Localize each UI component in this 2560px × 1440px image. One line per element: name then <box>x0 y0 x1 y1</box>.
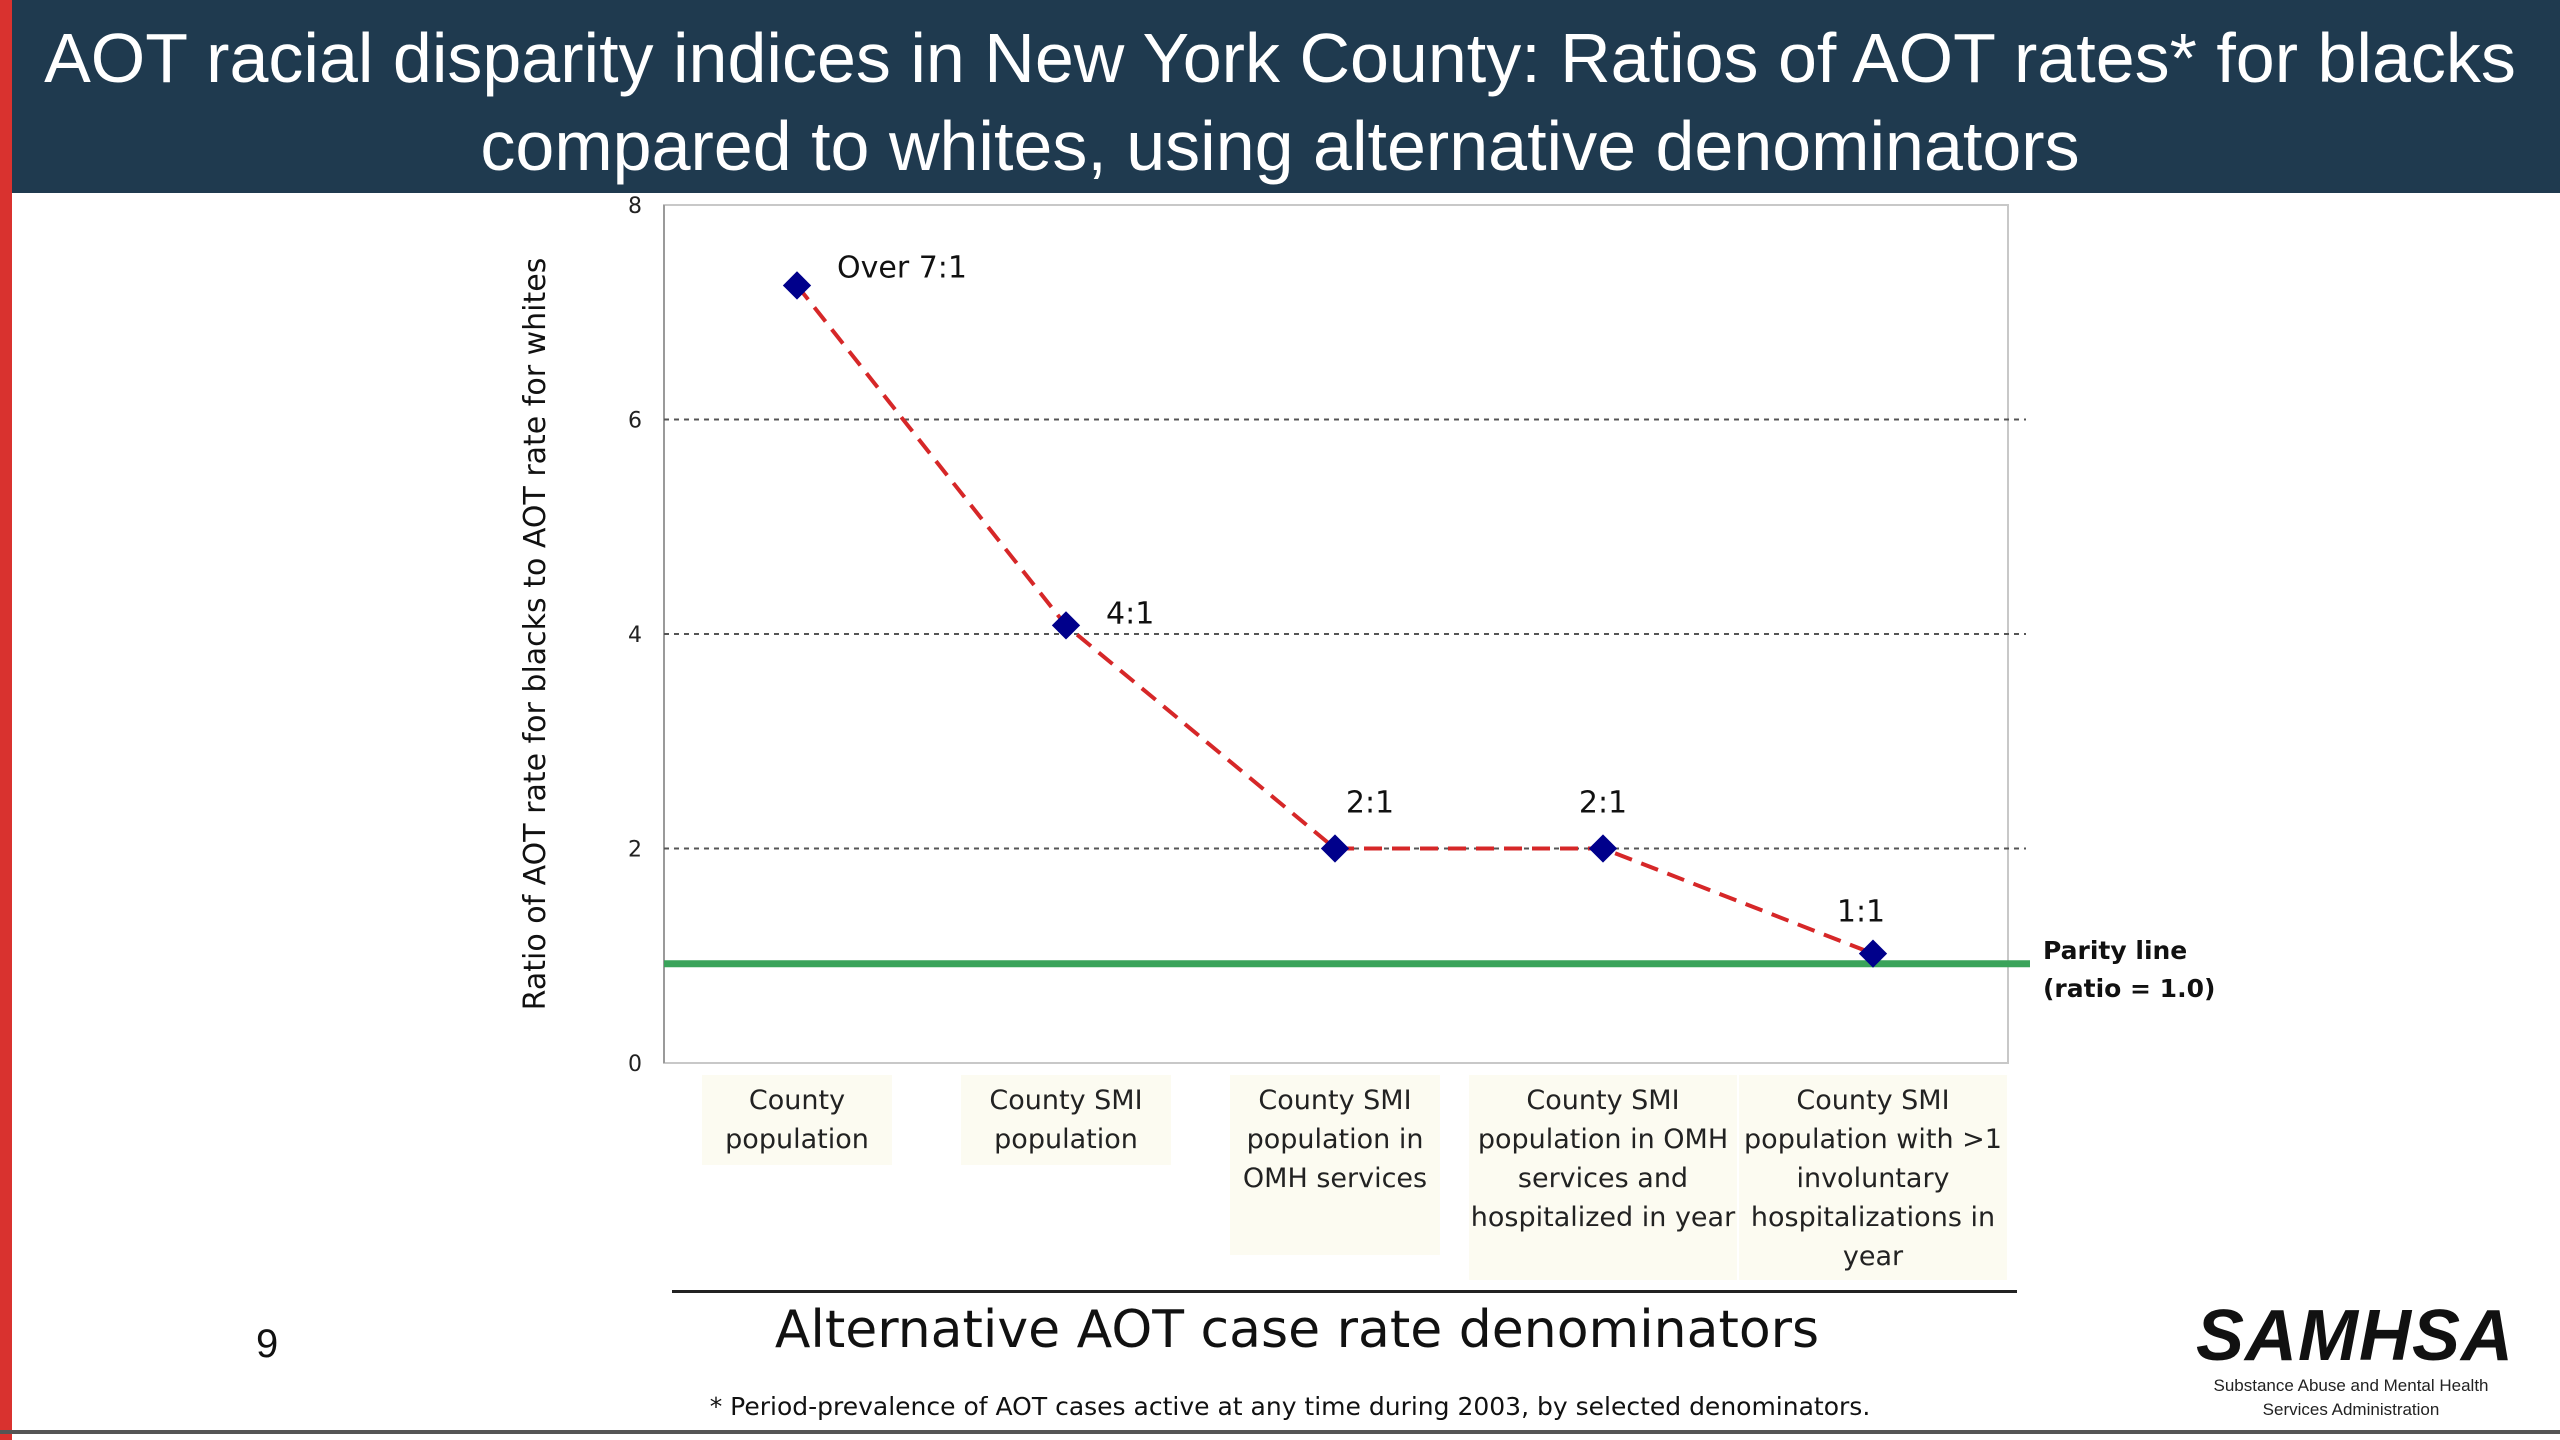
bottom-border <box>0 1430 2560 1434</box>
logo-subtitle-line1: Substance Abuse and Mental Health <box>2213 1376 2489 1395</box>
y-axis-title: Ratio of AOT rate for blacks to AOT rate… <box>518 258 553 1011</box>
samhsa-logo: SAMHSA Substance Abuse and Mental Health… <box>2196 1296 2515 1420</box>
y-tick-label: 8 <box>628 194 642 219</box>
data-label: Over 7:1 <box>837 250 967 285</box>
y-tick-label: 6 <box>628 409 642 434</box>
x-category-label: County SMI population with >1 involuntar… <box>1739 1075 2007 1280</box>
title-bar: AOT racial disparity indices in New York… <box>0 0 2560 193</box>
data-point <box>1858 939 1888 968</box>
disparity-line-chart: 0 2 4 6 8 Ratio of AOT rate for blacks to AOT… <box>518 194 2215 1077</box>
logo-wordmark: SAMHSA <box>2196 1296 2515 1376</box>
y-tick-label: 0 <box>628 1052 642 1077</box>
data-label: 4:1 <box>1106 596 1154 631</box>
parity-label: Parity line <box>2043 936 2187 965</box>
x-category-label: County SMI population in OMH services an… <box>1469 1075 1737 1280</box>
logo-subtitle-line2: Services Administration <box>2262 1400 2440 1419</box>
x-axis-title: Alternative AOT case rate denominators <box>774 1300 1820 1360</box>
data-point <box>1051 611 1081 640</box>
data-point <box>1588 834 1618 863</box>
page-number: 9 <box>256 1322 279 1366</box>
x-category-label: County SMI population in OMH services <box>1230 1075 1440 1255</box>
y-tick-label: 2 <box>628 838 642 863</box>
data-label: 1:1 <box>1837 895 1885 930</box>
footnote: * Period-prevalence of AOT cases active … <box>709 1392 1871 1421</box>
x-category-label: County population <box>702 1075 892 1165</box>
data-point <box>1320 834 1350 863</box>
data-label: 2:1 <box>1346 786 1394 821</box>
y-tick-label: 4 <box>628 623 642 648</box>
data-point <box>782 271 812 300</box>
parity-label-sub: (ratio = 1.0) <box>2043 974 2215 1003</box>
x-axis-separator <box>672 1290 2017 1293</box>
series-line <box>795 284 1874 956</box>
slide-title: AOT racial disparity indices in New York… <box>44 19 2516 185</box>
accent-bar <box>0 0 12 1440</box>
data-label: 2:1 <box>1579 786 1627 821</box>
x-category-label: County SMI population <box>961 1075 1171 1165</box>
